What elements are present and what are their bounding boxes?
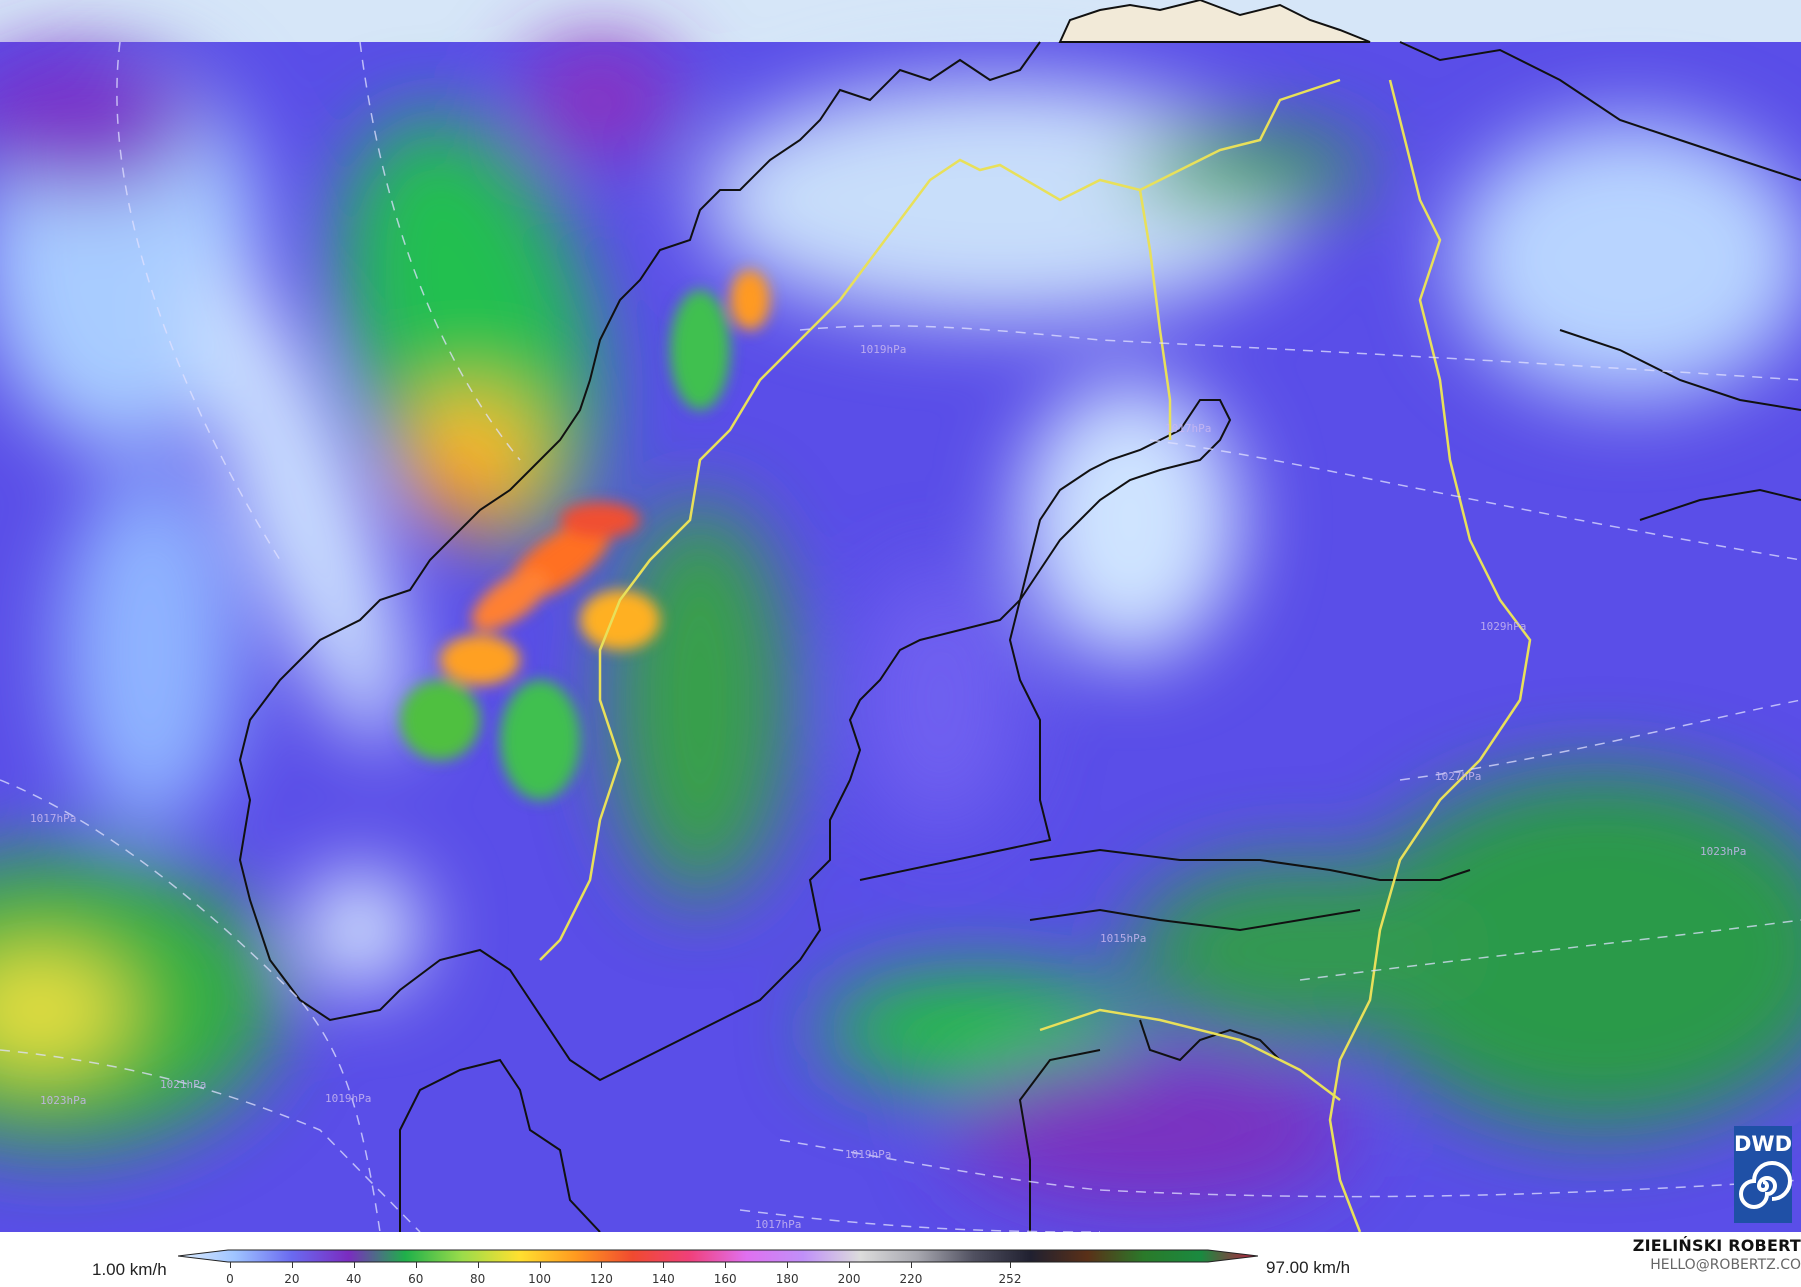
colorbar-tick-label: 80 [469, 1272, 486, 1286]
isobar-label: 1027hPa [1435, 770, 1481, 783]
colorbar-tick-label: 140 [651, 1272, 675, 1286]
colorbar-tick-label: 100 [528, 1272, 551, 1286]
colorbar-tick-label: 220 [899, 1272, 923, 1286]
isobar-label: 1019hPa [845, 1148, 891, 1161]
isobar-label: 1017hPa [755, 1218, 801, 1231]
colorbar-gradient [178, 1249, 1258, 1263]
colorbar-tick-label: 160 [713, 1272, 737, 1286]
colorbar-tick-mark [725, 1262, 727, 1268]
isobar-label: 1019hPa [325, 1092, 371, 1105]
coastlines [238, 41, 1801, 1232]
isobar-label: 1023hPa [40, 1094, 86, 1107]
isobar-label: 1017hPa [1165, 422, 1211, 435]
colorbar-tick-label: 120 [589, 1272, 613, 1286]
colorbar-tick-label: 200 [837, 1272, 861, 1286]
isobar-label: 1029hPa [1480, 620, 1526, 633]
author-email: HELLO@ROBERTZ.CO [1650, 1257, 1801, 1273]
colorbar-tick-mark [230, 1262, 231, 1268]
colorbar-tick-mark [353, 1262, 355, 1268]
colorbar-tick-mark [787, 1262, 789, 1268]
spiral-icon [1739, 1161, 1792, 1209]
colorbar-tick-mark [601, 1262, 603, 1268]
colorbar-tick-label: 20 [284, 1272, 300, 1286]
colorbar-tick-label: 180 [775, 1272, 799, 1286]
country-borders [539, 78, 1532, 1232]
isobar-label: 1019hPa [860, 343, 906, 356]
colorbar-tick-mark [663, 1262, 665, 1268]
dwd-logo: DWD [1734, 1126, 1792, 1223]
isobar-label: 1021hPa [160, 1078, 206, 1091]
author-credit: ZIELIŃSKI ROBERT HELLO@ROBERTZ.CO [1633, 1236, 1801, 1273]
legend-max-label: 97.00 km/h [1266, 1258, 1351, 1277]
colorbar-tick-mark [291, 1262, 293, 1268]
legend-min-label: 1.00 km/h [92, 1260, 167, 1279]
mountain-gusts [400, 270, 770, 800]
isobar-label: 1017hPa [30, 812, 76, 825]
colorbar-tick-mark [539, 1262, 541, 1268]
colorbar-tick-label: 252 [998, 1272, 1022, 1286]
colorbar-tick-mark [477, 1262, 479, 1268]
colorbar-tick-label: 60 [408, 1272, 424, 1286]
isobar-label: 1015hPa [1100, 932, 1146, 945]
colorbar-tick-mark [415, 1262, 417, 1268]
isobar-labels: 1017hPa 1019hPa 1021hPa 1023hPa 1019hPa … [30, 343, 1746, 1231]
author-name: ZIELIŃSKI ROBERT [1632, 1236, 1801, 1255]
dwd-logo-text: DWD [1734, 1132, 1793, 1156]
isobar-lines [0, 41, 1801, 1232]
colorbar-tick-label: 0 [226, 1272, 234, 1286]
colorbar-tick-mark [1010, 1262, 1011, 1268]
colorbar [178, 1249, 1258, 1263]
wind-gust-map[interactable]: 1017hPa 1019hPa 1021hPa 1023hPa 1019hPa … [0, 0, 1801, 1232]
colorbar-tick-label: 40 [346, 1272, 362, 1286]
wind-field [0, 40, 1801, 1210]
colorbar-tick-mark [849, 1262, 851, 1268]
land-north-cape [1058, 0, 1371, 43]
colorbar-tick-mark [910, 1262, 912, 1268]
isobar-label: 1023hPa [1700, 845, 1746, 858]
